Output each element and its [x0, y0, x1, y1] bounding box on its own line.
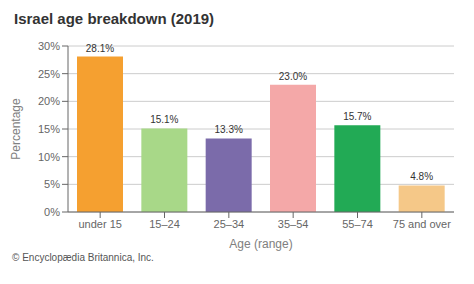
- svg-text:25–34: 25–34: [214, 218, 245, 230]
- svg-text:25%: 25%: [38, 68, 60, 80]
- svg-text:15–24: 15–24: [149, 218, 180, 230]
- svg-text:under 15: under 15: [78, 218, 121, 230]
- svg-text:10%: 10%: [38, 151, 60, 163]
- svg-text:0%: 0%: [44, 206, 60, 218]
- svg-text:75 and over: 75 and over: [393, 218, 451, 230]
- svg-text:23.0%: 23.0%: [279, 71, 307, 82]
- svg-text:Age (range): Age (range): [229, 237, 292, 251]
- svg-text:35–54: 35–54: [278, 218, 309, 230]
- svg-text:30%: 30%: [38, 40, 60, 52]
- svg-text:15%: 15%: [38, 123, 60, 135]
- svg-text:55–74: 55–74: [342, 218, 373, 230]
- svg-text:15.7%: 15.7%: [343, 111, 371, 122]
- html-text:© Encyclopædia Britannica, Inc: © Encyclopædia Britannica, Inc.: [12, 252, 154, 263]
- svg-text:Percentage: Percentage: [9, 98, 23, 160]
- svg-text:20%: 20%: [38, 95, 60, 107]
- svg-text:13.3%: 13.3%: [214, 124, 242, 135]
- svg-text:5%: 5%: [44, 178, 60, 190]
- svg-text:4.8%: 4.8%: [410, 171, 433, 182]
- svg-text:15.1%: 15.1%: [150, 114, 178, 125]
- html-text:Israel age breakdown (2019): Israel age breakdown (2019): [14, 10, 215, 27]
- svg-text:28.1%: 28.1%: [86, 43, 114, 54]
